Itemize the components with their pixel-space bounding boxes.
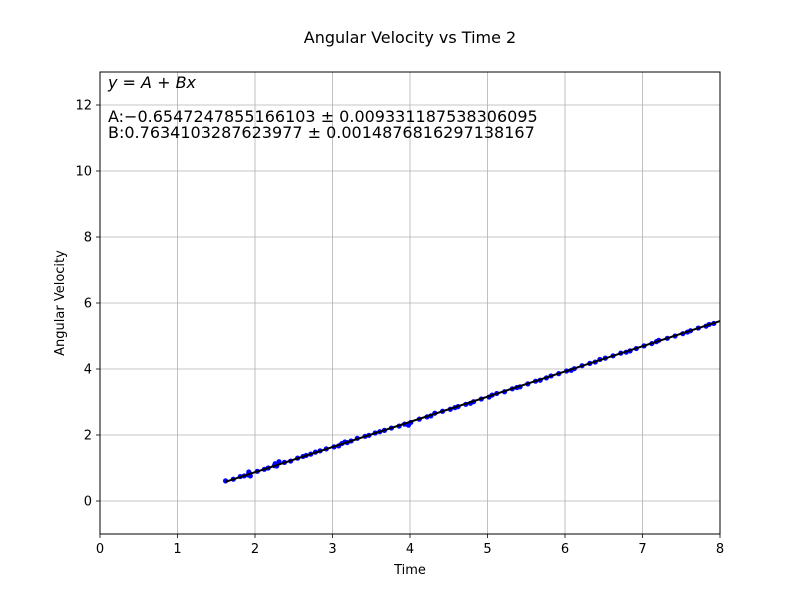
fit-line [225,320,721,483]
data-layer [222,320,721,484]
y-tick-label: 12 [75,99,92,114]
x-tick-label: 7 [638,542,646,557]
y-tick-label: 8 [84,231,92,246]
x-tick-label: 8 [716,542,724,557]
fit-param-b: B:0.7634103287623977 ± 0.001487681629713… [108,123,535,142]
y-tick-label: 10 [75,165,92,180]
x-tick-label: 4 [406,542,414,557]
y-tick-label: 4 [84,363,92,378]
x-tick-label: 0 [96,542,104,557]
y-tick-label: 6 [84,297,92,312]
y-tick-label: 0 [84,495,92,510]
fit-param-a: A:−0.6547247855166103 ± 0.00933118753830… [108,107,538,126]
x-axis-label: Time [393,563,426,578]
y-axis-label: Angular Velocity [53,250,68,356]
chart-title: Angular Velocity vs Time 2 [304,28,516,47]
x-tick-label: 5 [483,542,491,557]
x-tick-label: 3 [328,542,336,557]
x-tick-label: 1 [173,542,181,557]
y-tick-label: 2 [84,429,92,444]
x-tick-label: 6 [561,542,569,557]
fit-equation: y = A + Bx [107,73,197,92]
x-tick-label: 2 [251,542,259,557]
